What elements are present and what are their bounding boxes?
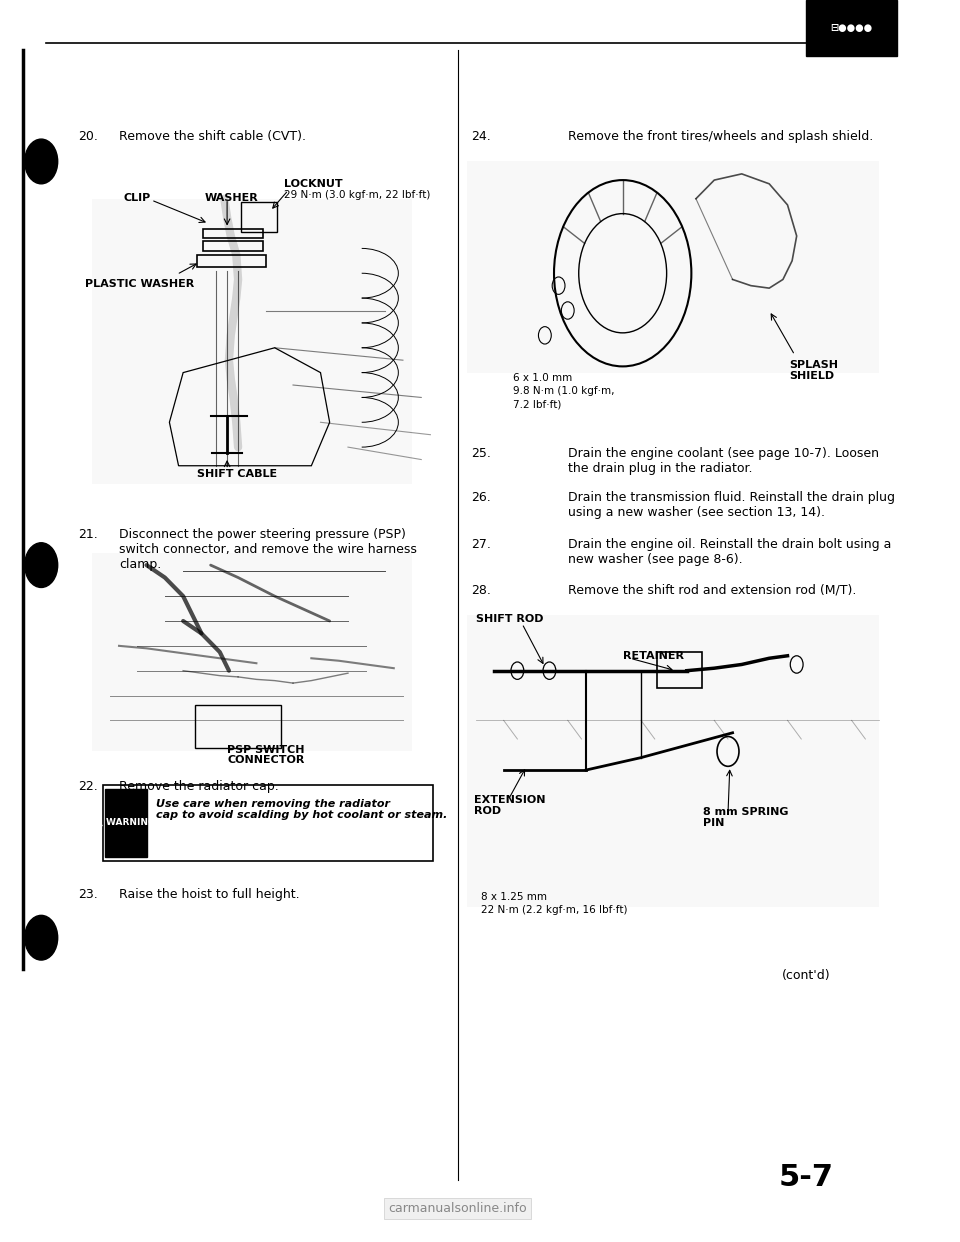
FancyBboxPatch shape (805, 0, 898, 56)
Text: Remove the shift rod and extension rod (M/T).: Remove the shift rod and extension rod (… (567, 584, 856, 596)
Text: Remove the shift cable (CVT).: Remove the shift cable (CVT). (119, 130, 306, 143)
Text: 21.: 21. (78, 528, 98, 540)
Text: PIN: PIN (704, 818, 725, 828)
Text: 26.: 26. (471, 491, 492, 503)
Text: 6 x 1.0 mm: 6 x 1.0 mm (513, 373, 572, 383)
Text: Use care when removing the radiator
cap to avoid scalding by hot coolant or stea: Use care when removing the radiator cap … (156, 799, 447, 820)
Text: ▲ WARNING: ▲ WARNING (96, 818, 156, 827)
Text: SHIFT ROD: SHIFT ROD (476, 614, 543, 623)
Text: LOCKNUT: LOCKNUT (284, 179, 343, 189)
Text: RETAINER: RETAINER (623, 651, 684, 661)
Text: 28.: 28. (471, 584, 492, 596)
Text: Disconnect the power steering pressure (PSP)
switch connector, and remove the wi: Disconnect the power steering pressure (… (119, 528, 417, 571)
FancyBboxPatch shape (91, 199, 412, 484)
Text: 7.2 lbf·ft): 7.2 lbf·ft) (513, 400, 562, 410)
FancyBboxPatch shape (91, 553, 412, 751)
FancyBboxPatch shape (467, 615, 879, 907)
Text: EXTENSION: EXTENSION (474, 795, 546, 805)
Text: ⊟●●●●: ⊟●●●● (830, 22, 873, 34)
Text: 23.: 23. (78, 888, 98, 900)
Text: SPLASH: SPLASH (789, 360, 838, 370)
Text: (cont'd): (cont'd) (781, 969, 830, 981)
Text: 22 N·m (2.2 kgf·m, 16 lbf·ft): 22 N·m (2.2 kgf·m, 16 lbf·ft) (481, 905, 627, 915)
FancyBboxPatch shape (467, 161, 879, 373)
Circle shape (25, 139, 58, 184)
Text: 22.: 22. (78, 780, 98, 792)
Text: SHIFT CABLE: SHIFT CABLE (197, 469, 277, 479)
Text: Raise the hoist to full height.: Raise the hoist to full height. (119, 888, 300, 900)
Text: Remove the radiator cap.: Remove the radiator cap. (119, 780, 278, 792)
Text: 8 mm SPRING: 8 mm SPRING (704, 807, 789, 817)
Text: 5-7: 5-7 (779, 1164, 833, 1192)
Text: CLIP: CLIP (124, 193, 151, 202)
Text: Remove the front tires/wheels and splash shield.: Remove the front tires/wheels and splash… (567, 130, 873, 143)
Text: PLASTIC WASHER: PLASTIC WASHER (85, 279, 195, 289)
Text: carmanualsonline.info: carmanualsonline.info (389, 1202, 527, 1215)
FancyBboxPatch shape (106, 789, 147, 857)
Text: 29 N·m (3.0 kgf·m, 22 lbf·ft): 29 N·m (3.0 kgf·m, 22 lbf·ft) (284, 190, 430, 200)
Text: CONNECTOR: CONNECTOR (228, 755, 304, 765)
Text: Drain the transmission fluid. Reinstall the drain plug
using a new washer (see s: Drain the transmission fluid. Reinstall … (567, 491, 895, 519)
Text: 27.: 27. (471, 538, 492, 550)
Text: 24.: 24. (471, 130, 492, 143)
Text: 20.: 20. (78, 130, 98, 143)
Circle shape (25, 543, 58, 587)
Text: SHIELD: SHIELD (789, 371, 834, 381)
Text: ROD: ROD (474, 806, 501, 816)
Text: WASHER: WASHER (204, 193, 258, 202)
Text: 25.: 25. (471, 447, 492, 460)
Text: 9.8 N·m (1.0 kgf·m,: 9.8 N·m (1.0 kgf·m, (513, 386, 614, 396)
Circle shape (25, 915, 58, 960)
Text: Drain the engine oil. Reinstall the drain bolt using a
new washer (see page 8-6): Drain the engine oil. Reinstall the drai… (567, 538, 891, 566)
Text: PSP SWITCH: PSP SWITCH (228, 745, 304, 755)
Text: Drain the engine coolant (see page 10-7). Loosen
the drain plug in the radiator.: Drain the engine coolant (see page 10-7)… (567, 447, 878, 476)
Text: 8 x 1.25 mm: 8 x 1.25 mm (481, 892, 547, 902)
